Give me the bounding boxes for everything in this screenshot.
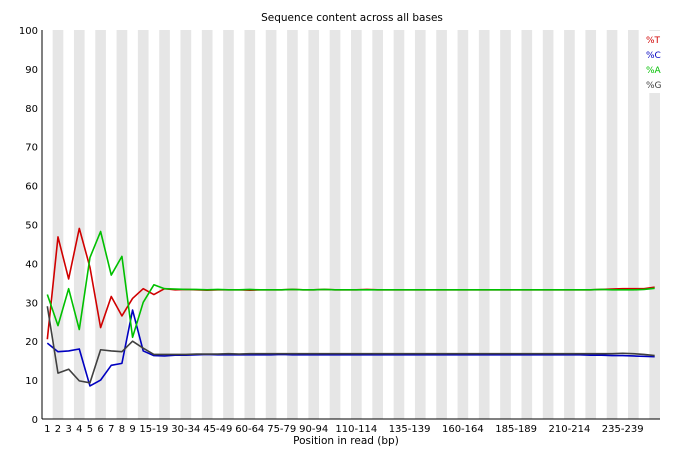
series-lines (46, 227, 655, 387)
y-tick-label: 40 (25, 259, 38, 270)
y-tick-label: 60 (25, 182, 38, 193)
grid-bands (42, 30, 660, 419)
grid-band (308, 30, 320, 419)
grid-band (223, 30, 234, 419)
series-line-a (46, 230, 655, 339)
y-tick-label: 90 (25, 65, 38, 76)
x-tick-label: 90-94 (299, 424, 328, 435)
grid-band (500, 30, 511, 419)
grid-band (351, 30, 362, 419)
grid-band (393, 30, 405, 419)
series-line-c (46, 309, 655, 387)
grid-band (201, 30, 213, 419)
legend-entry: %G (646, 81, 662, 91)
y-tick-label: 20 (25, 337, 38, 348)
x-axis-ticks: 1 2 3 4 5 6 7 8 9 15-19 30-34 45-49 60-64 75-79 90-94 1… (44, 424, 643, 435)
y-tick-label: 70 (25, 143, 38, 154)
grid-band (159, 30, 170, 419)
x-tick-label: 1 (44, 424, 50, 435)
x-tick-label: 75-79 (267, 424, 296, 435)
grid-band (585, 30, 597, 419)
x-tick-label: 9 (129, 424, 135, 435)
x-tick-label: 45-49 (203, 424, 232, 435)
x-tick-label: 160-164 (442, 424, 484, 435)
legend-box (644, 31, 660, 93)
y-tick-label: 100 (19, 26, 38, 37)
grid-band (649, 30, 660, 419)
grid-band (414, 30, 426, 419)
y-tick-label: 10 (25, 376, 38, 387)
grid-band (116, 30, 128, 419)
axes (41, 30, 660, 420)
y-tick-label: 50 (25, 221, 38, 232)
grid-band (372, 30, 383, 419)
grid-band (73, 30, 85, 419)
x-axis-label: Position in read (bp) (293, 435, 399, 447)
y-tick-label: 30 (25, 298, 38, 309)
x-tick-label: 3 (65, 424, 71, 435)
grid-band (265, 30, 277, 419)
grid-band (180, 30, 192, 419)
grid-band (436, 30, 447, 419)
legend-entry: %T (646, 36, 661, 46)
y-tick-label: 0 (32, 415, 38, 426)
x-tick-label: 5 (87, 424, 93, 435)
grid-band (287, 30, 298, 419)
legend-entry: %C (646, 51, 661, 61)
grid-band (564, 30, 575, 419)
y-tick-label: 80 (25, 104, 38, 115)
grid-band (521, 30, 533, 419)
x-tick-label: 135-139 (389, 424, 431, 435)
grid-band (457, 30, 469, 419)
grid-band (137, 30, 149, 419)
x-tick-label: 110-114 (335, 424, 377, 435)
legend-entry: %A (646, 66, 662, 76)
legend: %T %C %A %G (644, 31, 662, 93)
grid-band (95, 30, 106, 419)
grid-band (478, 30, 490, 419)
x-tick-label: 185-189 (495, 424, 537, 435)
x-tick-label: 30-34 (171, 424, 200, 435)
x-tick-label: 6 (97, 424, 103, 435)
grid-band (329, 30, 341, 419)
grid-band (606, 30, 618, 419)
grid-band (542, 30, 554, 419)
x-tick-label: 210-214 (549, 424, 591, 435)
x-tick-label: 8 (119, 424, 125, 435)
x-tick-label: 7 (108, 424, 114, 435)
grid-band (52, 30, 64, 419)
y-axis-ticks: 0 10 20 30 40 50 60 70 80 90 100 (19, 26, 38, 426)
x-tick-label: 15-19 (139, 424, 168, 435)
chart-title: Sequence content across all bases (261, 12, 443, 24)
series-line-g (46, 306, 655, 384)
x-tick-label: 4 (76, 424, 82, 435)
x-tick-label: 2 (55, 424, 61, 435)
x-tick-label: 60-64 (235, 424, 264, 435)
x-tick-label: 235-239 (602, 424, 644, 435)
grid-band (628, 30, 639, 419)
grid-band (244, 30, 256, 419)
